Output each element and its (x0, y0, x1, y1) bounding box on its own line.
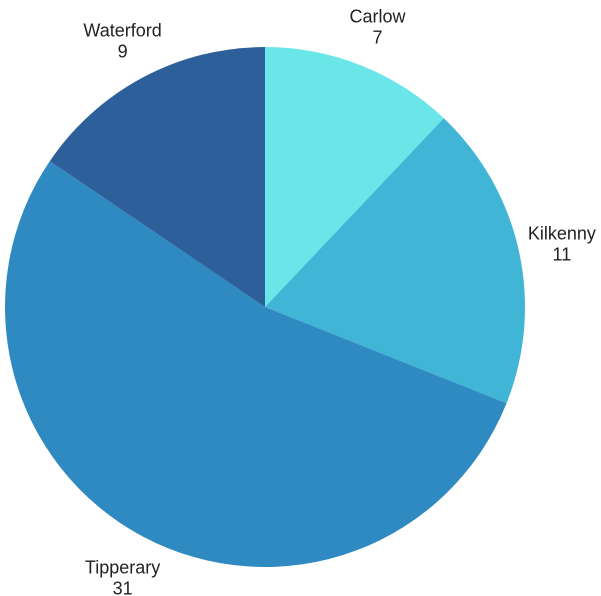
pie-slice-carlow (265, 47, 444, 307)
slice-label-carlow: Carlow 7 (349, 7, 406, 48)
slice-value-kilkenny: 11 (553, 245, 572, 265)
slice-name-kilkenny: Kilkenny (528, 224, 596, 244)
slice-value-waterford: 9 (118, 41, 128, 61)
slice-label-tipperary: Tipperary 31 (85, 558, 160, 596)
pie-slice-tipperary (4, 161, 507, 568)
slice-label-kilkenny: Kilkenny 11 (528, 224, 596, 265)
slice-name-carlow: Carlow (349, 7, 406, 27)
slice-value-tipperary: 31 (113, 579, 133, 596)
slice-label-waterford: Waterford 9 (83, 20, 161, 61)
pie-slice-kilkenny (265, 118, 525, 404)
pie-slices (4, 47, 525, 568)
slice-value-carlow: 7 (372, 28, 382, 48)
pie-slice-waterford (49, 47, 265, 307)
slice-name-tipperary: Tipperary (85, 558, 160, 578)
slice-name-waterford: Waterford (83, 20, 161, 40)
pie-labels: Carlow 7 Kilkenny 11 Tipperary 31 Waterford 9 (83, 7, 596, 596)
